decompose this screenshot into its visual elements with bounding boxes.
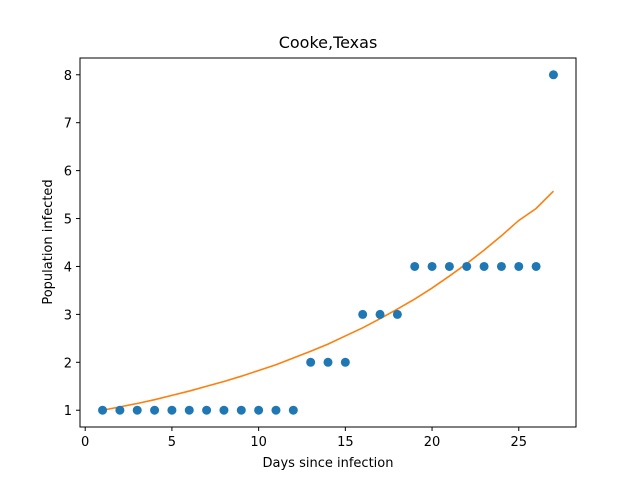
x-tick-label: 25	[510, 435, 527, 450]
plot-area	[79, 57, 577, 428]
x-axis-label: Days since infection	[263, 456, 394, 471]
x-tick-label: 20	[424, 435, 441, 450]
data-point	[115, 405, 125, 415]
x-tick-label: 0	[81, 435, 89, 450]
data-point	[392, 309, 402, 319]
data-point	[323, 357, 333, 367]
fit-curve	[102, 190, 555, 412]
data-point	[427, 261, 437, 271]
data-point	[358, 309, 368, 319]
data-point	[254, 405, 264, 415]
x-axis: 0 5 10 15 20 25	[81, 427, 527, 450]
x-tick-label: 5	[168, 435, 176, 450]
y-tick-label: 1	[64, 404, 72, 419]
y-axis: 1 2 3 4 5 6 7 8	[64, 69, 80, 419]
data-point	[531, 261, 541, 271]
data-point	[184, 405, 194, 415]
data-point	[132, 405, 142, 415]
data-point	[375, 309, 385, 319]
data-point	[271, 405, 281, 415]
y-tick-label: 7	[64, 117, 72, 132]
data-point	[288, 405, 298, 415]
data-point	[444, 261, 454, 271]
y-tick-label: 2	[64, 356, 72, 371]
y-tick-label: 3	[64, 308, 72, 323]
data-point	[167, 405, 177, 415]
data-point	[306, 357, 316, 367]
y-axis-label: Population infected	[41, 179, 56, 304]
data-point	[219, 405, 229, 415]
data-point	[410, 261, 420, 271]
y-tick-label: 4	[64, 260, 72, 275]
data-point	[340, 357, 350, 367]
chart-title: Cooke,Texas	[279, 33, 378, 52]
data-point	[202, 405, 212, 415]
data-point	[496, 261, 506, 271]
series-layer	[98, 70, 558, 415]
x-tick-label: 10	[250, 435, 267, 450]
data-point	[548, 70, 558, 80]
data-point	[150, 405, 160, 415]
x-tick-label: 15	[337, 435, 354, 450]
y-tick-label: 8	[64, 69, 72, 84]
data-point	[98, 405, 108, 415]
data-point	[462, 261, 472, 271]
data-point	[514, 261, 524, 271]
data-point	[479, 261, 489, 271]
data-point	[236, 405, 246, 415]
y-tick-label: 5	[64, 213, 72, 228]
y-tick-label: 6	[64, 165, 72, 180]
